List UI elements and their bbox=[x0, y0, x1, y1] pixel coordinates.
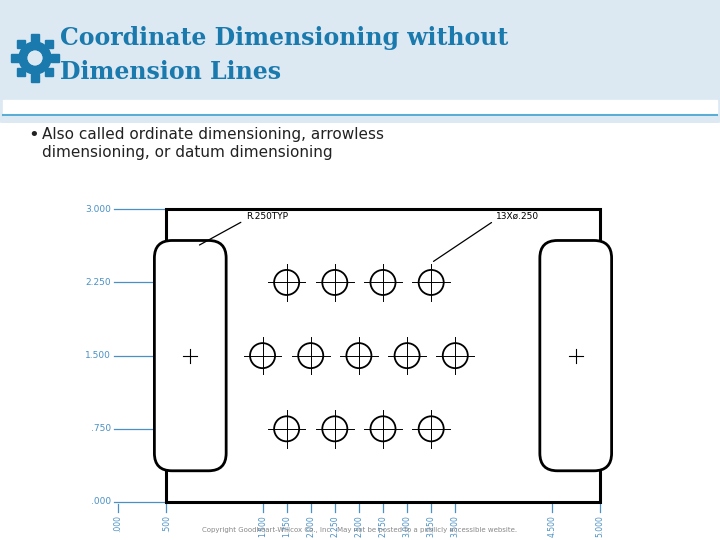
Text: 13Xø.250: 13Xø.250 bbox=[496, 212, 539, 221]
Bar bbox=[31, 74, 39, 82]
Text: •: • bbox=[28, 126, 39, 144]
Text: 4.500: 4.500 bbox=[547, 515, 556, 537]
Text: 2.000: 2.000 bbox=[306, 515, 315, 537]
Circle shape bbox=[274, 416, 300, 441]
Bar bbox=[17, 40, 25, 48]
Text: 3.250: 3.250 bbox=[427, 515, 436, 537]
Circle shape bbox=[346, 343, 372, 368]
Bar bbox=[166, 210, 600, 502]
FancyBboxPatch shape bbox=[154, 240, 226, 471]
Circle shape bbox=[298, 343, 323, 368]
Bar bbox=[45, 40, 53, 48]
Circle shape bbox=[28, 51, 42, 65]
Bar bbox=[11, 54, 19, 62]
Circle shape bbox=[371, 416, 395, 441]
Circle shape bbox=[443, 343, 468, 368]
Text: R.250TYP: R.250TYP bbox=[246, 212, 288, 221]
Text: 2.500: 2.500 bbox=[354, 515, 364, 537]
Text: 3.000: 3.000 bbox=[85, 205, 111, 214]
Circle shape bbox=[418, 416, 444, 441]
Circle shape bbox=[323, 270, 347, 295]
Text: 3.500: 3.500 bbox=[451, 515, 460, 537]
FancyBboxPatch shape bbox=[0, 0, 720, 123]
Circle shape bbox=[28, 51, 42, 65]
Text: 2.750: 2.750 bbox=[379, 515, 387, 537]
Bar bbox=[3, 0, 717, 115]
Text: 1.750: 1.750 bbox=[282, 515, 291, 537]
Circle shape bbox=[323, 416, 347, 441]
Text: Dimension Lines: Dimension Lines bbox=[60, 60, 281, 84]
Bar bbox=[31, 34, 39, 42]
Bar bbox=[45, 68, 53, 76]
Circle shape bbox=[250, 343, 275, 368]
Text: Also called ordinate dimensioning, arrowless: Also called ordinate dimensioning, arrow… bbox=[42, 127, 384, 143]
Text: dimensioning, or datum dimensioning: dimensioning, or datum dimensioning bbox=[42, 145, 333, 159]
Text: .500: .500 bbox=[162, 515, 171, 532]
Text: 2.250: 2.250 bbox=[330, 515, 339, 537]
Text: Copyright Goodheart-Willcox Co., Inc.  May not be posted to a publicly accessibl: Copyright Goodheart-Willcox Co., Inc. Ma… bbox=[202, 527, 518, 533]
Bar bbox=[17, 68, 25, 76]
Bar bbox=[3, 100, 717, 115]
Text: Coordinate Dimensioning without: Coordinate Dimensioning without bbox=[60, 26, 508, 50]
Text: .000: .000 bbox=[91, 497, 111, 507]
Circle shape bbox=[418, 270, 444, 295]
Text: 3.000: 3.000 bbox=[402, 515, 412, 537]
Circle shape bbox=[274, 270, 300, 295]
Text: 1.500: 1.500 bbox=[258, 515, 267, 537]
Text: 5.000: 5.000 bbox=[595, 515, 604, 537]
FancyBboxPatch shape bbox=[540, 240, 611, 471]
Text: .000: .000 bbox=[114, 515, 122, 532]
Circle shape bbox=[371, 270, 395, 295]
Bar bbox=[51, 54, 59, 62]
Text: .750: .750 bbox=[91, 424, 111, 433]
Text: 1.500: 1.500 bbox=[85, 351, 111, 360]
Text: 2.250: 2.250 bbox=[86, 278, 111, 287]
Circle shape bbox=[395, 343, 420, 368]
Circle shape bbox=[19, 42, 51, 74]
